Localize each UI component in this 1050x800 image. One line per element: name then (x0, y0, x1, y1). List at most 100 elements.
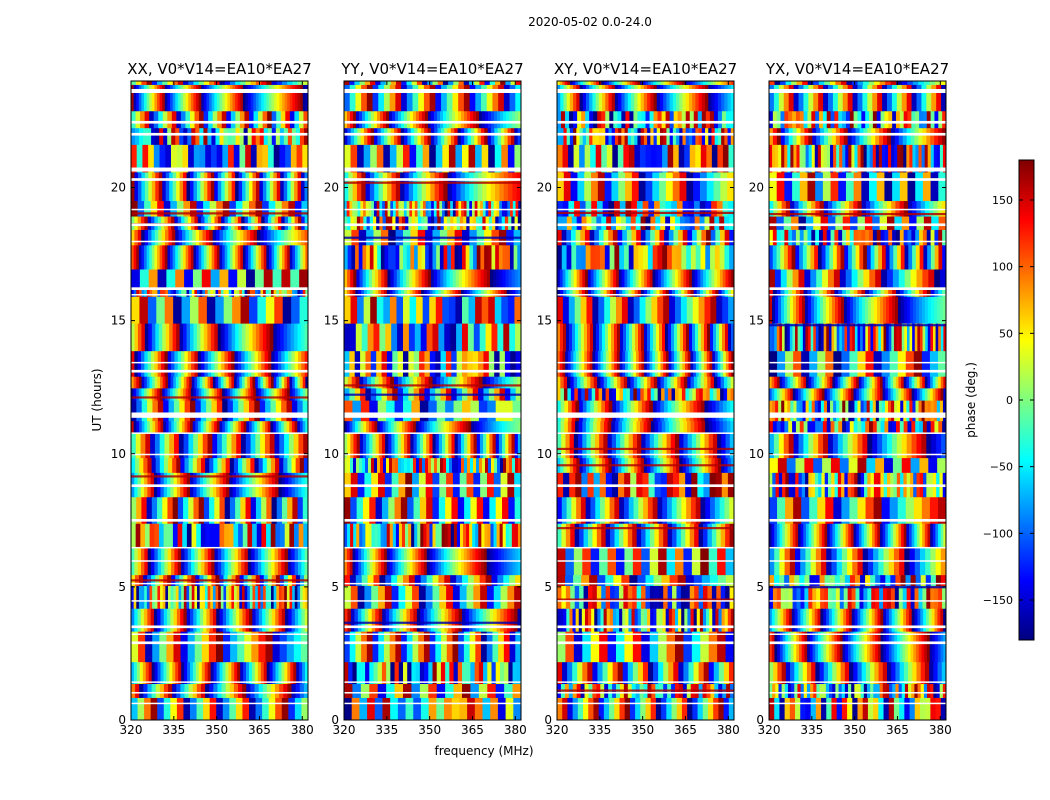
data-gap (557, 208, 734, 211)
data-gap (769, 692, 946, 694)
panel-xy: XY, V0*V14=EA10*EA27 320 335 350 365 380 0 5 10 1… (537, 60, 740, 737)
colorbar-tick-label: −100 (983, 527, 1013, 540)
y-tick-label: 0 (756, 713, 764, 727)
data-gap (344, 641, 521, 645)
panel-frame (556, 80, 735, 721)
y-tick-label: 20 (111, 181, 126, 195)
data-gap (131, 600, 308, 602)
data-gap (557, 560, 734, 562)
phase-heatmap (557, 81, 734, 720)
x-axis-label: frequency (MHz) (434, 744, 533, 758)
y-tick-label: 5 (331, 580, 339, 594)
data-gap (344, 88, 521, 93)
panel-yy: YY, V0*V14=EA10*EA27 320 335 350 365 380 0 5 10 1… (324, 60, 527, 737)
data-gap (344, 560, 521, 562)
panel-frame (130, 80, 309, 721)
data-gap (131, 560, 308, 562)
panel-title: YY, V0*V14=EA10*EA27 (340, 60, 523, 78)
data-gap (131, 692, 308, 694)
x-tick-label: 335 (800, 723, 823, 737)
data-gap (769, 287, 946, 290)
data-gap (557, 518, 734, 522)
x-tick-label: 320 (120, 723, 143, 737)
data-gap (557, 484, 734, 488)
data-gap (131, 484, 308, 488)
data-gap (131, 702, 308, 705)
data-gap (557, 120, 734, 124)
data-gap (344, 412, 521, 418)
data-gap (769, 432, 946, 434)
data-gap (769, 361, 946, 364)
y-tick-label: 10 (749, 447, 764, 461)
data-gap (557, 633, 734, 635)
data-gap (557, 625, 734, 629)
colorbar-tick-label: −150 (983, 594, 1013, 607)
data-gap (769, 546, 946, 549)
y-tick-label: 15 (537, 314, 552, 328)
data-gap (344, 633, 521, 635)
data-gap (344, 287, 521, 290)
data-gap (131, 582, 308, 585)
data-gap (769, 294, 946, 296)
x-tick-label: 335 (162, 723, 185, 737)
data-gap (769, 453, 946, 456)
data-gap (344, 702, 521, 705)
data-gap (769, 625, 946, 629)
data-gap (769, 702, 946, 705)
colorbar-tick-label: 50 (999, 327, 1013, 340)
data-gap (769, 484, 946, 488)
data-gap (344, 600, 521, 602)
data-gap (344, 132, 521, 136)
data-gap (557, 641, 734, 645)
data-gap (131, 453, 308, 456)
y-tick-label: 10 (111, 447, 126, 461)
colorbar-label: phase (deg.) (964, 362, 978, 438)
data-gap (557, 600, 734, 602)
data-gap (344, 484, 521, 488)
data-gap (557, 412, 734, 418)
data-gap (344, 223, 521, 227)
phase-heatmap (344, 81, 521, 720)
data-gap (344, 294, 521, 296)
y-tick-label: 5 (544, 580, 552, 594)
data-gap (557, 361, 734, 364)
data-gap (131, 178, 308, 181)
colorbar-tick-label: 0 (1006, 394, 1013, 407)
data-gap (557, 240, 734, 243)
data-gap (131, 294, 308, 296)
x-tick-label: 380 (291, 723, 314, 737)
x-tick-label: 335 (588, 723, 611, 737)
x-tick-label: 320 (758, 723, 781, 737)
data-gap (131, 132, 308, 136)
colorbar: 150 100 50 0 −50 −100 −150 phase (deg.) (964, 159, 1035, 641)
x-tick-label: 380 (717, 723, 740, 737)
x-tick-label: 350 (631, 723, 654, 737)
data-gap (344, 167, 521, 172)
data-gap (344, 361, 521, 364)
data-gap (131, 681, 308, 683)
panel-title: YX, V0*V14=EA10*EA27 (765, 60, 949, 78)
phase-heatmap (769, 81, 946, 720)
data-gap (769, 120, 946, 124)
y-tick-label: 5 (118, 580, 126, 594)
data-gap (344, 546, 521, 549)
data-gap (557, 432, 734, 434)
figure-title: 2020-05-02 0.0-24.0 (528, 15, 652, 29)
data-gap (131, 518, 308, 522)
panels: XX, V0*V14=EA10*EA27 320 335 350 365 380 0 5 10 1… (111, 60, 952, 737)
data-gap (769, 132, 946, 136)
x-tick-label: 350 (205, 723, 228, 737)
data-gap (344, 369, 521, 373)
y-tick-label: 10 (324, 447, 339, 461)
data-gap (769, 208, 946, 211)
data-gap (131, 633, 308, 635)
y-tick-label: 0 (118, 713, 126, 727)
data-gap (131, 369, 308, 373)
colorbar-tick-label: 150 (992, 194, 1013, 207)
data-gap (131, 88, 308, 93)
data-gap (557, 546, 734, 549)
data-gap (131, 120, 308, 124)
x-tick-label: 365 (461, 723, 484, 737)
data-gap (344, 681, 521, 683)
